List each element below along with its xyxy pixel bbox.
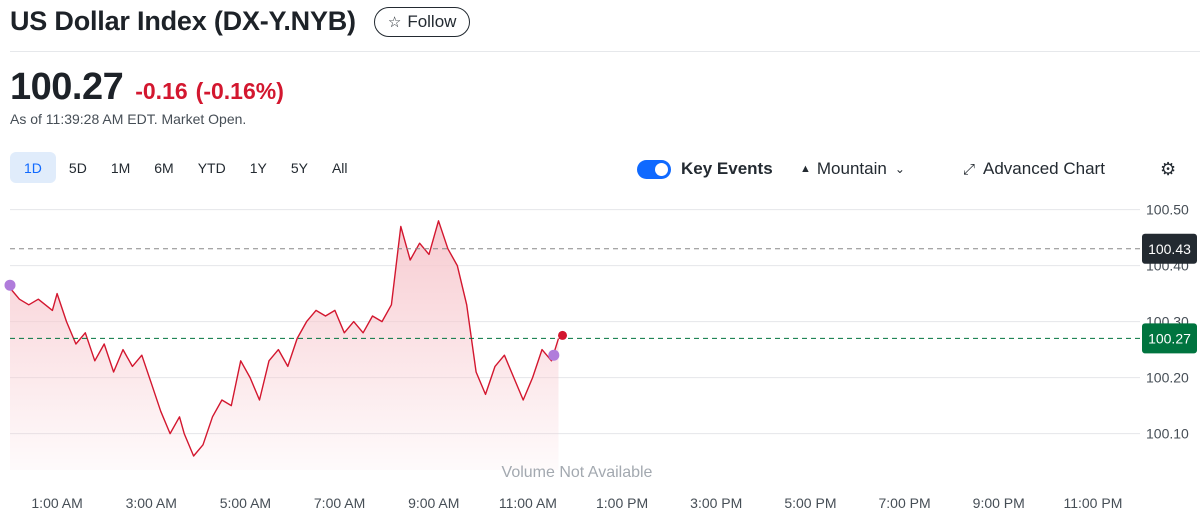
quote-header: US Dollar Index (DX-Y.NYB) ☆ Follow	[10, 6, 471, 37]
chart-type-label: Mountain	[816, 159, 887, 178]
advanced-chart-button[interactable]: ⤢ Advanced Chart	[963, 159, 1105, 179]
live-price-dot	[558, 330, 568, 340]
chevron-down-icon: ⌄	[894, 162, 905, 176]
quote-summary: 100.27 -0.16 (-0.16%)	[10, 66, 284, 109]
header-divider	[10, 51, 1200, 52]
follow-button[interactable]: ☆ Follow	[373, 6, 471, 37]
range-all[interactable]: All	[331, 159, 348, 176]
price-line	[9, 220, 560, 457]
settings-gear-icon[interactable]: ⚙	[1160, 159, 1177, 179]
x-tick-label: 3:00 PM	[690, 495, 742, 511]
current-price: 100.27	[10, 66, 124, 108]
mountain-icon: ▲	[800, 163, 811, 175]
advanced-chart-label: Advanced Chart	[983, 159, 1105, 178]
x-tick-label: 7:00 PM	[879, 495, 931, 511]
range-5d[interactable]: 5D	[68, 159, 87, 176]
volume-note: Volume Not Available	[502, 464, 653, 481]
chart-type-dropdown[interactable]: ▲ Mountain ⌄	[800, 159, 905, 179]
price-area	[10, 220, 559, 470]
range-1m[interactable]: 1M	[110, 159, 131, 176]
range-ytd[interactable]: YTD	[197, 159, 226, 176]
x-tick-label: 7:00 AM	[314, 495, 365, 511]
x-tick-label: 5:00 PM	[784, 495, 836, 511]
x-tick-label: 5:00 AM	[220, 495, 271, 511]
x-tick-label: 3:00 AM	[126, 495, 177, 511]
range-1y[interactable]: 1Y	[249, 159, 267, 176]
range-6m[interactable]: 6M	[154, 159, 174, 176]
x-tick-label: 1:00 AM	[31, 495, 82, 511]
range-5y[interactable]: 5Y	[290, 159, 308, 176]
key-event-marker	[4, 279, 16, 291]
x-tick-label: 11:00 AM	[499, 495, 557, 511]
range-1d[interactable]: 1D	[10, 152, 56, 183]
toggle-knob	[655, 162, 668, 176]
current-price-badge	[1142, 323, 1197, 354]
y-tick-label: 100.20	[1146, 370, 1189, 386]
x-tick-label: 1:00 PM	[596, 495, 648, 511]
previous-close-label: 100.43	[1148, 241, 1191, 257]
price-change: -0.16	[135, 78, 188, 104]
y-tick-label: 100.50	[1146, 202, 1189, 218]
previous-close-badge	[1142, 233, 1197, 264]
x-tick-label: 11:00 PM	[1063, 495, 1122, 511]
expand-arrow-icon: ⤢	[963, 160, 976, 178]
key-events-label: Key Events	[681, 159, 773, 178]
current-price-label: 100.27	[1148, 330, 1191, 346]
market-time: As of 11:39:28 AM EDT. Market Open.	[10, 111, 247, 127]
price-change-percent: (-0.16%)	[195, 78, 284, 104]
key-events-toggle[interactable]: Key Events	[637, 159, 773, 179]
star-icon: ☆	[387, 13, 402, 31]
x-tick-label: 9:00 AM	[408, 495, 459, 511]
x-tick-label: 9:00 PM	[973, 495, 1025, 511]
page-title: US Dollar Index (DX-Y.NYB)	[10, 6, 356, 36]
key-event-marker	[548, 349, 560, 361]
range-selector: 1D 5D 1M 6M YTD 1Y 5Y All	[10, 152, 361, 183]
follow-label: Follow	[407, 11, 457, 31]
y-tick-label: 100.10	[1146, 426, 1189, 442]
toggle-switch[interactable]	[637, 159, 671, 179]
